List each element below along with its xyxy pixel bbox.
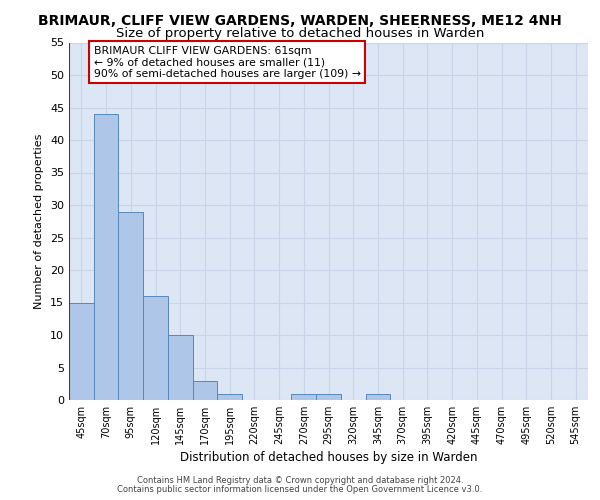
Bar <box>118 212 143 400</box>
Y-axis label: Number of detached properties: Number of detached properties <box>34 134 44 309</box>
Text: BRIMAUR CLIFF VIEW GARDENS: 61sqm
← 9% of detached houses are smaller (11)
90% o: BRIMAUR CLIFF VIEW GARDENS: 61sqm ← 9% o… <box>94 46 361 79</box>
Bar <box>69 302 94 400</box>
Bar <box>365 394 390 400</box>
Text: BRIMAUR, CLIFF VIEW GARDENS, WARDEN, SHEERNESS, ME12 4NH: BRIMAUR, CLIFF VIEW GARDENS, WARDEN, SHE… <box>38 14 562 28</box>
Bar <box>292 394 316 400</box>
Text: Contains public sector information licensed under the Open Government Licence v3: Contains public sector information licen… <box>118 484 482 494</box>
Bar <box>193 380 217 400</box>
Bar <box>143 296 168 400</box>
Text: Contains HM Land Registry data © Crown copyright and database right 2024.: Contains HM Land Registry data © Crown c… <box>137 476 463 485</box>
Text: Size of property relative to detached houses in Warden: Size of property relative to detached ho… <box>116 28 484 40</box>
Bar <box>316 394 341 400</box>
Bar <box>168 335 193 400</box>
Bar <box>94 114 118 400</box>
X-axis label: Distribution of detached houses by size in Warden: Distribution of detached houses by size … <box>180 451 477 464</box>
Bar <box>217 394 242 400</box>
